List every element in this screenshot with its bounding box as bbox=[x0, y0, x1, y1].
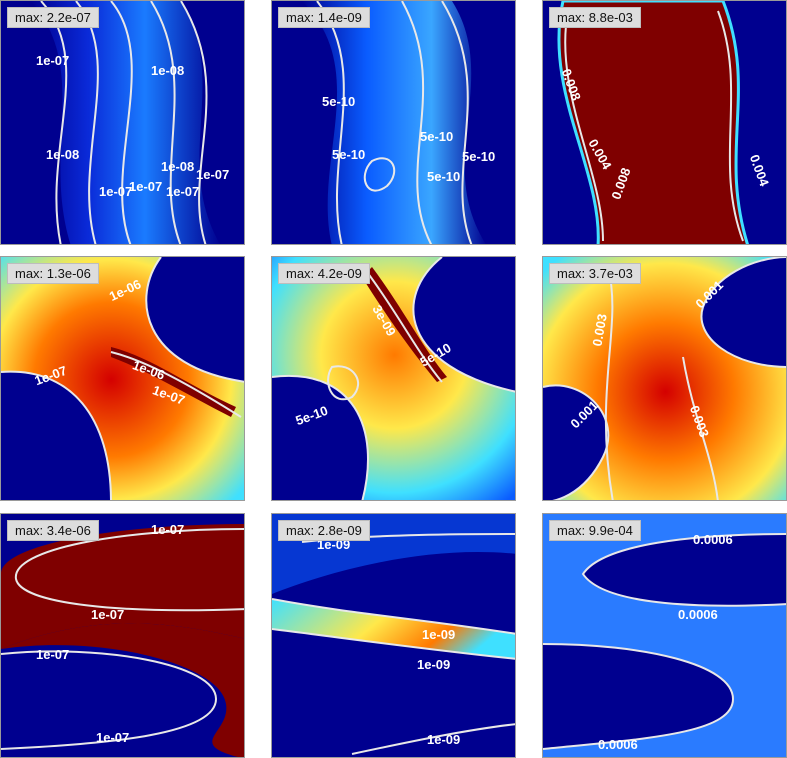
max-value-badge: max: 1.3e-06 bbox=[7, 263, 99, 284]
contour-lines bbox=[1, 528, 244, 750]
heatmap-band bbox=[1, 623, 244, 757]
heatmap-plot-6: 0.001 0.003 0.001 0.003 bbox=[543, 257, 786, 500]
max-value-badge: max: 2.8e-09 bbox=[278, 520, 370, 541]
heatmap-band bbox=[1, 524, 244, 649]
max-value-badge: max: 2.2e-07 bbox=[7, 7, 99, 28]
contour-lines bbox=[543, 257, 786, 500]
contour-label: 0.0006 bbox=[693, 532, 733, 547]
contour-label: 1e-09 bbox=[427, 732, 460, 747]
contour-label: 5e-10 bbox=[427, 169, 460, 184]
contour-label: 0.003 bbox=[589, 313, 609, 348]
contour-label: 1e-07 bbox=[166, 184, 199, 199]
contour-label: 1e-07 bbox=[196, 167, 229, 182]
heatmap-panel-8: 1e-09 1e-09 1e-09 1e-09 max: 2.8e-09 bbox=[271, 513, 516, 758]
contour-lines bbox=[272, 257, 515, 500]
contour-label: 1e-09 bbox=[417, 657, 450, 672]
contour-label: 1e-07 bbox=[96, 730, 129, 745]
heatmap-plot-1: 1e-07 1e-08 1e-08 1e-08 1e-07 1e-07 1e-0… bbox=[1, 1, 244, 244]
heatmap-panel-3: 0.008 0.004 0.008 0.004 max: 8.8e-03 bbox=[542, 0, 787, 245]
contour-label: 1e-07 bbox=[129, 179, 162, 194]
max-value-badge: max: 9.9e-04 bbox=[549, 520, 641, 541]
heatmap-panel-5: 3e-09 5e-10 5e-10 max: 4.2e-09 bbox=[271, 256, 516, 501]
heatmap-panel-2: 5e-10 5e-10 5e-10 5e-10 5e-10 max: 1.4e-… bbox=[271, 0, 516, 245]
heatmap-hole bbox=[272, 375, 368, 500]
contour-label: 5e-10 bbox=[332, 147, 365, 162]
heatmap-panel-4: 1e-06 1e-07 1e-06 1e-07 max: 1.3e-06 bbox=[0, 256, 245, 501]
heatmap-hole bbox=[583, 534, 786, 606]
heatmap-hole bbox=[1, 371, 111, 500]
contour-label: 5e-10 bbox=[420, 129, 453, 144]
heatmap-plot-8: 1e-09 1e-09 1e-09 1e-09 bbox=[272, 514, 515, 757]
heatmap-band bbox=[272, 599, 515, 659]
heatmap-plot-7: 1e-07 1e-07 1e-07 1e-07 bbox=[1, 514, 244, 757]
contour-lines bbox=[1, 257, 244, 500]
heatmap-plot-5: 3e-09 5e-10 5e-10 bbox=[272, 257, 515, 500]
max-value-badge: max: 3.7e-03 bbox=[549, 263, 641, 284]
contour-label: 5e-10 bbox=[322, 94, 355, 109]
heatmap-plot-9: 0.0006 0.0006 0.0006 bbox=[543, 514, 786, 757]
contour-label: 1e-07 bbox=[36, 53, 69, 68]
max-value-badge: max: 8.8e-03 bbox=[549, 7, 641, 28]
max-value-badge: max: 4.2e-09 bbox=[278, 263, 370, 284]
contour-label: 5e-10 bbox=[462, 149, 495, 164]
heatmap-hole bbox=[701, 257, 786, 367]
contour-lines bbox=[564, 10, 744, 242]
heatmap-field bbox=[302, 1, 486, 244]
heatmap-plot-4: 1e-06 1e-07 1e-06 1e-07 bbox=[1, 257, 244, 500]
contour-label: 1e-07 bbox=[91, 607, 124, 622]
heatmap-panel-6: 0.001 0.003 0.001 0.003 max: 3.7e-03 bbox=[542, 256, 787, 501]
max-value-badge: max: 1.4e-09 bbox=[278, 7, 370, 28]
heatmap-peak bbox=[111, 347, 236, 417]
heatmap-panel-9: 0.0006 0.0006 0.0006 max: 9.9e-04 bbox=[542, 513, 787, 758]
contour-label: 0.0006 bbox=[598, 737, 638, 752]
max-value-badge: max: 3.4e-06 bbox=[7, 520, 99, 541]
contour-label: 1e-08 bbox=[151, 63, 184, 78]
contour-label: 0.0006 bbox=[678, 607, 718, 622]
contour-lines bbox=[316, 1, 473, 244]
contour-label: 1e-07 bbox=[36, 647, 69, 662]
heatmap-plot-3: 0.008 0.004 0.008 0.004 bbox=[543, 1, 786, 244]
heatmap-hole bbox=[543, 644, 733, 749]
heatmap-panel-7: 1e-07 1e-07 1e-07 1e-07 max: 3.4e-06 bbox=[0, 513, 245, 758]
heatmap-plot-2: 5e-10 5e-10 5e-10 5e-10 5e-10 bbox=[272, 1, 515, 244]
contour-label: 1e-08 bbox=[46, 147, 79, 162]
contour-label: 1e-07 bbox=[151, 522, 184, 537]
heatmap-field bbox=[557, 1, 749, 244]
contour-label: 1e-08 bbox=[161, 159, 194, 174]
heatmap-panel-1: 1e-07 1e-08 1e-08 1e-08 1e-07 1e-07 1e-0… bbox=[0, 0, 245, 245]
contour-label: 1e-07 bbox=[99, 184, 132, 199]
heatmap-hole bbox=[543, 385, 609, 500]
contour-lines bbox=[543, 533, 786, 750]
contour-label: 1e-09 bbox=[422, 627, 455, 642]
heatmap-hole bbox=[146, 257, 244, 382]
